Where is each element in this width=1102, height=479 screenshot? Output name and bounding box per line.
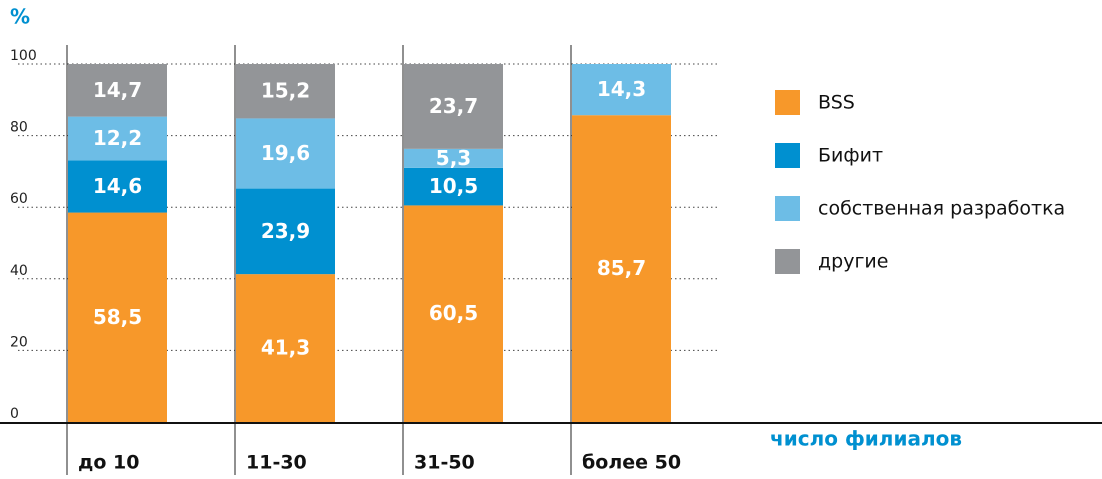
legend-swatch bbox=[775, 249, 800, 274]
x-tick-label: 31-50 bbox=[414, 452, 475, 474]
data-label: 23,9 bbox=[261, 219, 310, 243]
y-tick-label: 60 bbox=[10, 191, 28, 207]
y-tick-label: 40 bbox=[10, 263, 28, 279]
data-label: 10,5 bbox=[429, 174, 478, 198]
data-label: 60,5 bbox=[429, 301, 478, 325]
bar-segment bbox=[572, 115, 671, 422]
bar-segment bbox=[404, 148, 503, 168]
data-label: 58,5 bbox=[93, 305, 142, 329]
bar-segment bbox=[404, 205, 503, 422]
bar-segment bbox=[68, 64, 167, 117]
x-tick-label: 11-30 bbox=[246, 452, 307, 474]
bar-segment bbox=[68, 212, 167, 422]
y-tick-label: 0 bbox=[10, 406, 19, 422]
x-tick-label: более 50 bbox=[582, 452, 681, 474]
x-tick-label: до 10 bbox=[78, 452, 139, 474]
bar-segment bbox=[572, 64, 671, 116]
data-label: 41,3 bbox=[261, 336, 310, 360]
x-axis-label: число филиалов bbox=[770, 427, 962, 451]
bar-segment bbox=[68, 116, 167, 161]
bar-segment bbox=[236, 188, 335, 275]
legend-label: BSS bbox=[818, 92, 855, 114]
data-label: 19,6 bbox=[261, 141, 310, 165]
y-tick-label: 80 bbox=[10, 120, 28, 136]
bar-segment bbox=[68, 160, 167, 213]
y-axis-label: % bbox=[10, 5, 30, 29]
bar-segment bbox=[236, 64, 335, 119]
data-label: 15,2 bbox=[261, 79, 310, 103]
data-label: 85,7 bbox=[597, 256, 646, 280]
legend-swatch bbox=[775, 90, 800, 115]
data-label: 14,7 bbox=[93, 78, 142, 102]
legend-swatch bbox=[775, 143, 800, 168]
bar-segment bbox=[404, 167, 503, 206]
data-label: 12,2 bbox=[93, 126, 142, 150]
data-label: 14,3 bbox=[597, 77, 646, 101]
bar-segment bbox=[236, 118, 335, 189]
bar-segment bbox=[404, 64, 503, 149]
legend-label: Бифит bbox=[818, 145, 883, 167]
legend-swatch bbox=[775, 196, 800, 221]
data-label: 5,3 bbox=[436, 146, 471, 170]
bar-segment bbox=[236, 274, 335, 422]
data-label: 14,6 bbox=[93, 174, 142, 198]
legend-label: другие bbox=[818, 251, 888, 273]
data-label: 23,7 bbox=[429, 94, 478, 118]
y-tick-label: 20 bbox=[10, 334, 28, 350]
y-tick-label: 100 bbox=[10, 48, 37, 64]
legend-label: собственная разработка bbox=[818, 198, 1065, 220]
